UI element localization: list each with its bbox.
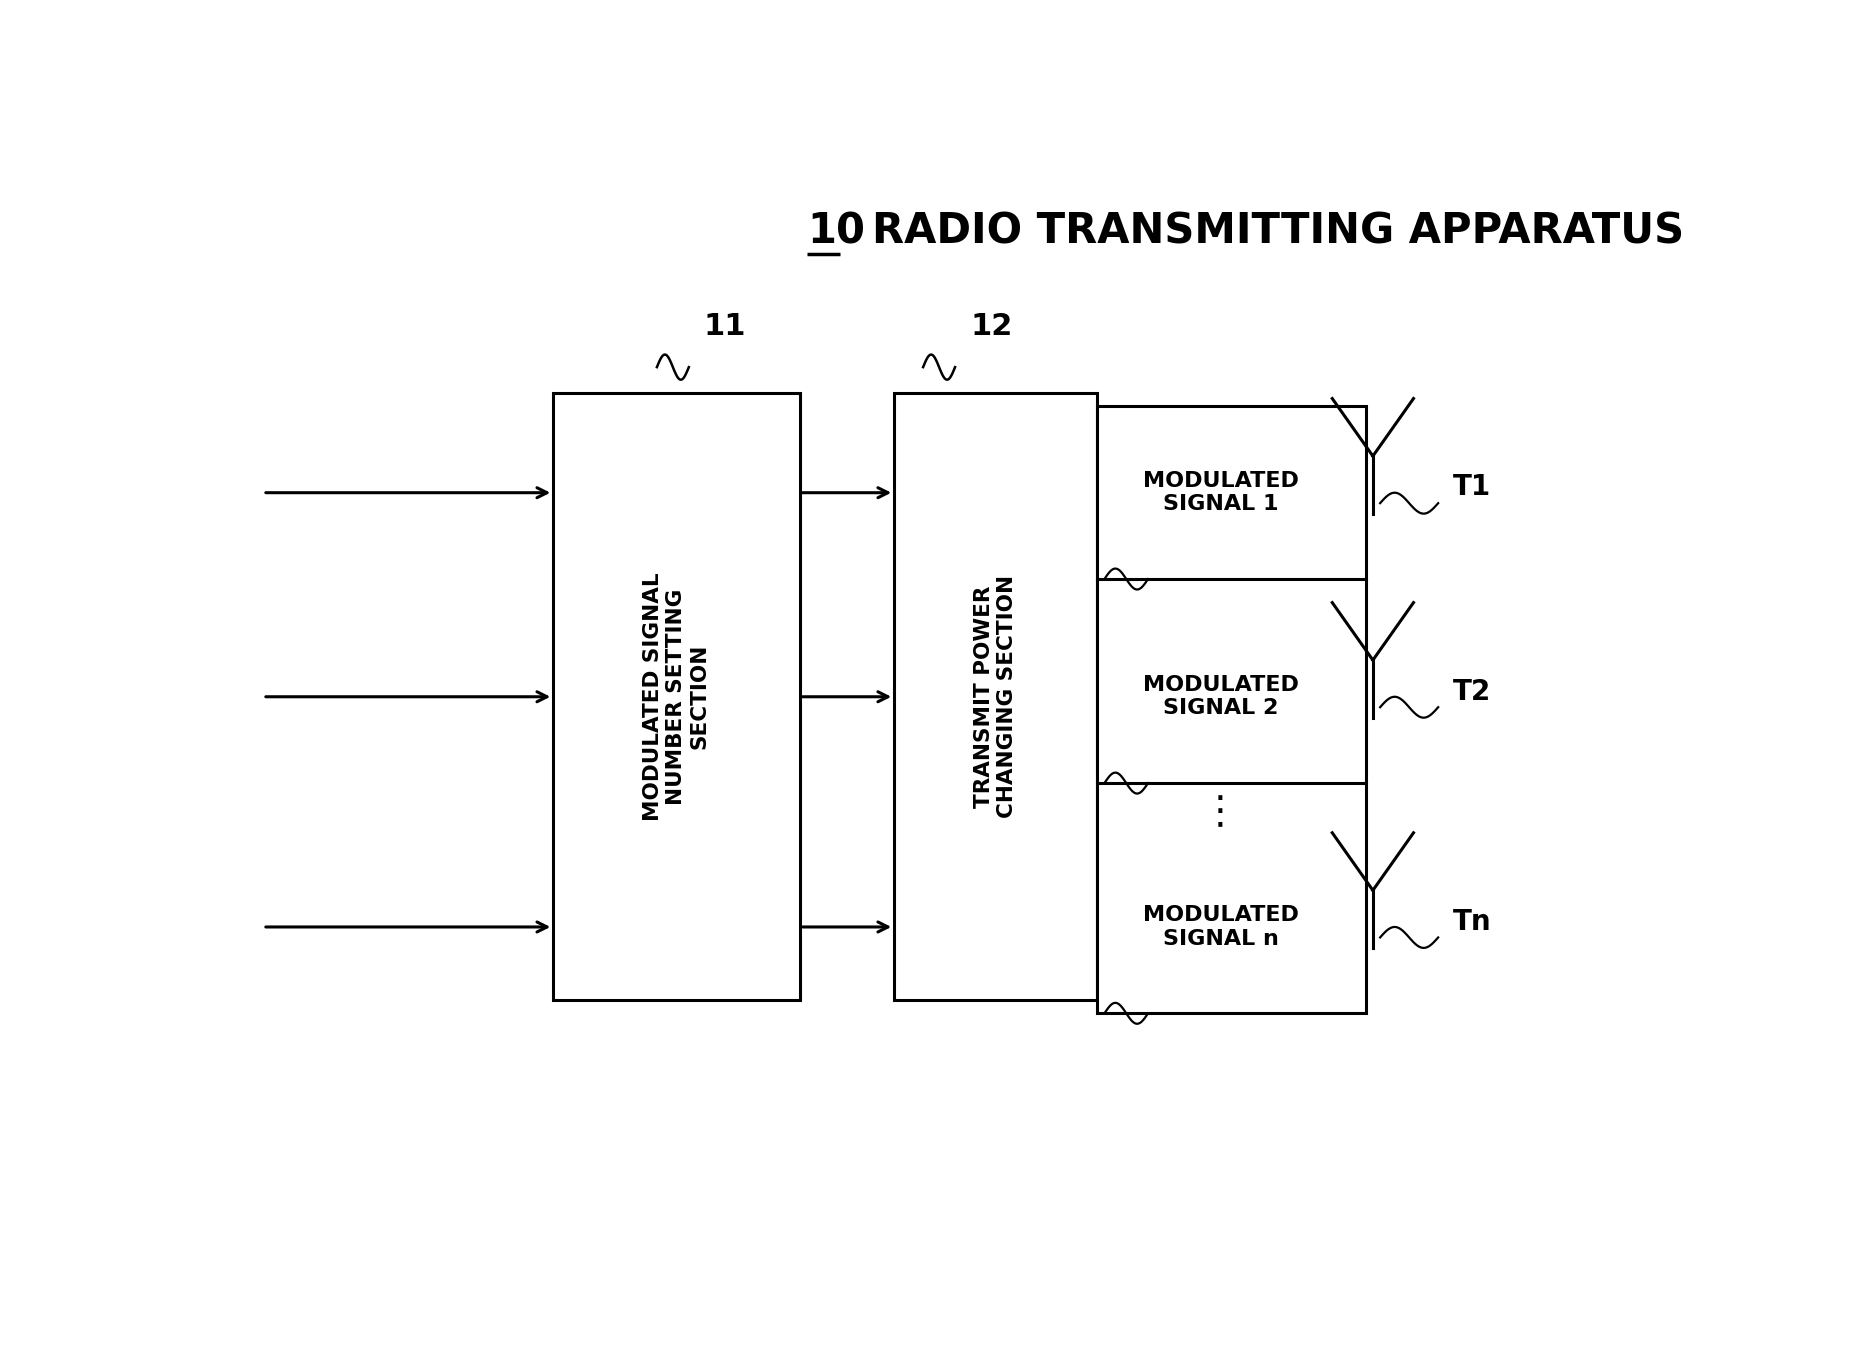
Bar (1097, 406, 1367, 1014)
Bar (554, 393, 799, 1000)
Text: 10: 10 (807, 211, 865, 253)
Text: Tn: Tn (1453, 908, 1492, 936)
Text: T1: T1 (1453, 473, 1490, 501)
Bar (895, 393, 1097, 1000)
Text: RADIO TRANSMITTING APPARATUS: RADIO TRANSMITTING APPARATUS (844, 211, 1685, 253)
Text: 11: 11 (704, 313, 747, 341)
Text: T2: T2 (1453, 678, 1490, 705)
Text: MODULATED
SIGNAL 1: MODULATED SIGNAL 1 (1142, 472, 1299, 514)
Text: ⋮: ⋮ (1202, 792, 1239, 830)
Text: MODULATED SIGNAL
NUMBER SETTING
SECTION: MODULATED SIGNAL NUMBER SETTING SECTION (644, 572, 709, 821)
Text: 12: 12 (970, 313, 1013, 341)
Text: MODULATED
SIGNAL n: MODULATED SIGNAL n (1142, 905, 1299, 949)
Text: TRANSMIT POWER
CHANGING SECTION: TRANSMIT POWER CHANGING SECTION (973, 575, 1016, 818)
Text: MODULATED
SIGNAL 2: MODULATED SIGNAL 2 (1142, 675, 1299, 719)
